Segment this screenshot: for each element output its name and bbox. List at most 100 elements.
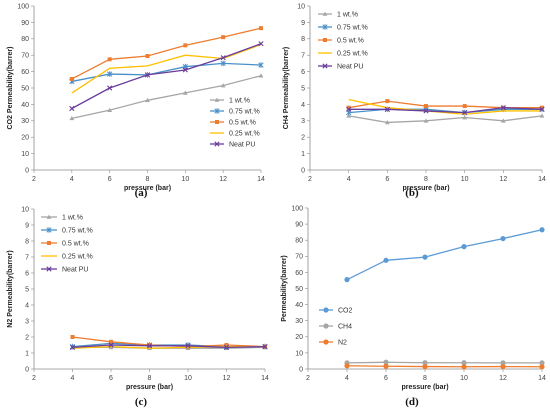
- y-tick-label: 80: [295, 238, 303, 245]
- data-point: [422, 254, 428, 260]
- legend-swatch-marker: [322, 11, 328, 16]
- x-tick-label: 8: [146, 176, 150, 183]
- data-point: [224, 343, 229, 347]
- x-axis-label: pressure (bar): [402, 185, 449, 192]
- legend-swatch-marker: [46, 214, 52, 219]
- legend-label: 0.75 wt.%: [62, 228, 93, 235]
- data-point: [424, 104, 428, 109]
- x-axis-label: pressure (bar): [124, 185, 171, 192]
- x-tick-label: 6: [109, 375, 113, 382]
- data-point: [185, 343, 191, 349]
- data-point: [500, 105, 506, 111]
- data-point: [220, 55, 226, 61]
- data-point: [423, 118, 429, 123]
- data-point: [69, 344, 76, 350]
- series-1: [69, 73, 264, 121]
- legend-label: 0.25 wt.%: [229, 131, 260, 138]
- legend-item: 0.5 wt.%: [210, 120, 256, 127]
- y-tick-label: 4: [301, 102, 305, 109]
- legend-item: CH4: [319, 323, 352, 331]
- data-point: [107, 85, 113, 91]
- series-line: [72, 345, 265, 349]
- data-point: [144, 72, 151, 78]
- legend-swatch-marker: [47, 241, 51, 245]
- panel-label: (b): [405, 187, 419, 199]
- y-tick-label: 7: [25, 254, 29, 261]
- y-tick-label: 6: [25, 270, 29, 277]
- y-tick-label: 40: [21, 102, 29, 109]
- data-point: [258, 73, 264, 78]
- series-5: [69, 41, 264, 112]
- data-point: [259, 26, 263, 31]
- legend-item: Neat PU: [41, 266, 88, 274]
- data-point: [221, 35, 226, 40]
- x-tick-label: 2: [32, 176, 36, 183]
- legend-item: Neat PU: [210, 141, 255, 149]
- y-tick-label: 7: [301, 53, 305, 60]
- data-point: [258, 41, 264, 47]
- y-tick-label: 40: [295, 302, 303, 309]
- x-tick-label: 12: [223, 375, 231, 382]
- x-tick-label: 8: [423, 375, 427, 382]
- data-point: [107, 107, 113, 112]
- series-line: [346, 365, 543, 368]
- y-axis-label: N2 Permeability(barrer): [7, 250, 14, 327]
- legend-label: 0.25 wt.%: [337, 51, 368, 58]
- legend: 1 wt.% 0.75 wt.% 0.5 wt.% 0.25 wt.% Neat PU: [318, 12, 368, 71]
- x-tick-label: 10: [184, 375, 192, 382]
- data-point: [107, 71, 113, 77]
- series-line: [346, 229, 543, 281]
- y-tick-label: 2: [25, 334, 29, 341]
- y-tick-label: 8: [25, 238, 29, 245]
- data-point: [146, 343, 153, 349]
- legend-label: CO2: [338, 308, 353, 315]
- legend-swatch-marker: [214, 108, 220, 114]
- y-tick-label: 3: [25, 318, 29, 325]
- legend-swatch-marker: [322, 63, 328, 69]
- y-axis-label: CO2 Permeability(barrer): [7, 47, 14, 130]
- x-tick-label: 4: [345, 375, 349, 382]
- series-2: [344, 359, 545, 366]
- legend-item: 0.75 wt.%: [210, 108, 260, 116]
- legend-item: 0.75 wt.%: [41, 227, 93, 235]
- y-tick-label: 2: [301, 135, 305, 142]
- data-point: [108, 342, 114, 348]
- series-line: [71, 43, 262, 94]
- y-tick-label: 10: [21, 206, 29, 213]
- legend-item: 1 wt.%: [41, 215, 83, 222]
- data-point: [422, 363, 428, 370]
- data-point: [462, 104, 467, 109]
- legend-label: Neat PU: [229, 142, 255, 149]
- x-tick-label: 6: [384, 375, 388, 382]
- x-tick-label: 12: [499, 176, 507, 183]
- data-point: [384, 106, 390, 112]
- series-3: [69, 26, 263, 81]
- legend-item: 1 wt.%: [210, 98, 250, 105]
- series-line: [71, 43, 262, 110]
- series-line: [348, 98, 542, 115]
- legend-label: 0.5 wt.%: [62, 241, 89, 248]
- data-point: [383, 363, 389, 369]
- y-tick-label: 6: [301, 69, 305, 76]
- data-point: [500, 235, 506, 242]
- y-tick-label: 5: [25, 286, 29, 293]
- x-tick-label: 4: [70, 176, 74, 183]
- y-tick-label: 50: [295, 286, 303, 293]
- y-axis-label: Permeability(barrer): [281, 255, 288, 322]
- legend-swatch-marker: [46, 227, 52, 233]
- x-tick-label: 8: [424, 176, 428, 183]
- data-point: [384, 120, 390, 125]
- y-tick-label: 0: [25, 366, 29, 373]
- legend-swatch-marker: [323, 38, 327, 42]
- data-point: [539, 227, 545, 233]
- y-tick-label: 0: [301, 167, 305, 174]
- legend-label: N2: [338, 340, 347, 347]
- series-5: [69, 342, 268, 350]
- x-axis-label: pressure (bar): [126, 384, 173, 391]
- legend-swatch-marker: [323, 307, 329, 313]
- series-1: [344, 227, 545, 283]
- data-point: [539, 364, 545, 370]
- data-point: [423, 108, 429, 114]
- data-point: [262, 344, 268, 350]
